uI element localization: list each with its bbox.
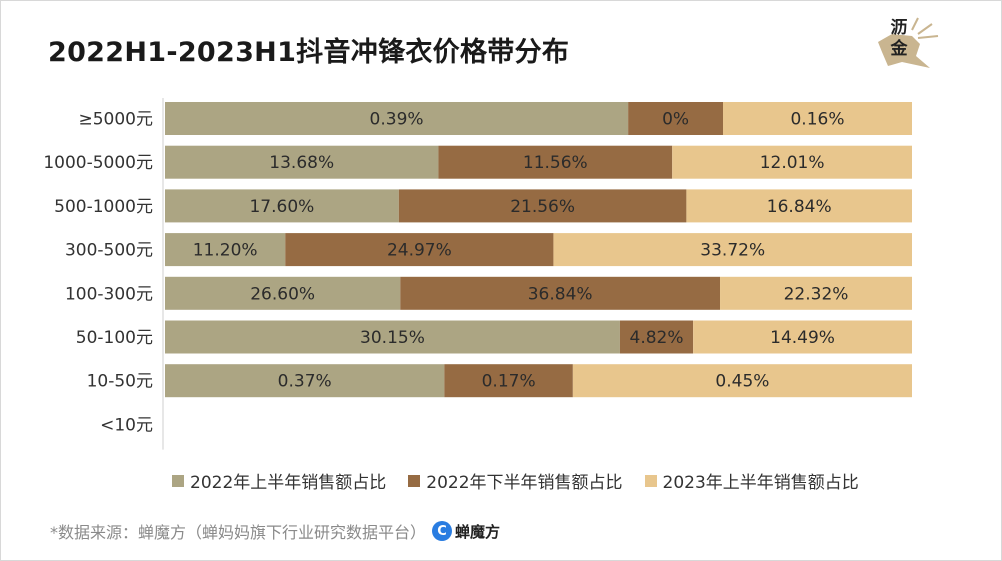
bar-segment-series-1 [400, 276, 721, 310]
data-label: 4.82% [630, 328, 684, 348]
bar-segment-series-2 [572, 364, 912, 398]
data-label: 17.60% [249, 197, 314, 217]
legend-item-2023h1: 2023年上半年销售额占比 [644, 468, 859, 493]
legend-swatch-2022h2 [408, 474, 421, 487]
bar-segment-series-0 [165, 364, 445, 398]
y-tick-label: 1000-5000元 [43, 153, 153, 173]
bar-segment-series-1 [628, 102, 724, 135]
data-label: 14.49% [770, 328, 835, 348]
data-label: 0.37% [278, 372, 332, 392]
legend-label-2022h1: 2022年上半年销售额占比 [190, 473, 387, 493]
source-note: *数据来源：蝉魔方（蝉妈妈旗下行业研究数据平台） [50, 523, 427, 542]
legend-label-2023h1: 2023年上半年销售额占比 [662, 473, 859, 493]
y-tick-label: ≥5000元 [78, 110, 153, 130]
data-label: 0.45% [715, 372, 769, 392]
bar-segment-series-1 [398, 189, 687, 223]
y-tick-label: 100-300元 [65, 284, 153, 304]
data-label: 0% [662, 110, 689, 130]
bar-segment-series-0 [165, 145, 439, 179]
bar-segment-series-2 [720, 276, 912, 310]
brand: C 蝉魔方 [432, 521, 500, 542]
bar-segment-series-0 [165, 189, 399, 223]
data-label: 16.84% [767, 197, 832, 217]
data-label: 33.72% [700, 241, 765, 261]
legend-label-2022h2: 2022年下半年销售额占比 [426, 473, 623, 493]
data-label: 12.01% [760, 153, 825, 173]
y-tick-label: 300-500元 [65, 241, 153, 261]
y-tick-label: <10元 [100, 415, 153, 435]
data-label: 26.60% [250, 284, 315, 304]
bar-segment-series-0 [165, 320, 620, 354]
legend-swatch-2022h1 [172, 474, 184, 487]
bar-segment-series-1 [285, 233, 554, 267]
bar-segment-series-1 [444, 364, 573, 398]
bar-segment-series-2 [672, 145, 912, 179]
legend-item-2022h1: 2022年上半年销售额占比 [172, 468, 386, 493]
logo-burst-icon [878, 17, 939, 68]
footer: *数据来源：蝉魔方（蝉妈妈旗下行业研究数据平台） C 蝉魔方 [50, 519, 500, 543]
data-label: 24.97% [387, 241, 452, 261]
bar-segment-series-1 [619, 320, 694, 354]
bar-segment-series-2 [553, 233, 912, 267]
logo-char-2: 金 [890, 39, 908, 59]
data-label: 30.15% [360, 328, 425, 348]
logo-char-1: 沥 [890, 18, 908, 38]
data-label: 11.20% [193, 241, 258, 261]
data-label: 22.32% [784, 284, 849, 304]
legend-swatch-2023h1 [644, 474, 657, 487]
legend-item-2022h2: 2022年下半年销售额占比 [408, 468, 623, 493]
chart-title: 2022H1-2023H1抖音冲锋衣价格带分布 [48, 37, 570, 68]
bar-segment-series-0 [165, 102, 629, 135]
bar-segment-series-2 [686, 189, 912, 223]
y-tick-label: 10-50元 [87, 372, 153, 392]
bar-segment-series-2 [723, 102, 912, 135]
data-label: 36.84% [528, 284, 593, 304]
legend: 2022年上半年销售额占比 2022年下半年销售额占比 2023年上半年销售额占… [172, 468, 881, 493]
bar-segment-series-2 [693, 320, 912, 354]
bar-segment-series-1 [438, 145, 673, 179]
logo-text: 沥 金 [888, 18, 910, 60]
data-label: 0.16% [790, 110, 844, 130]
bar-segment-series-0 [165, 233, 286, 267]
bar-segment-series-0 [165, 276, 401, 310]
y-tick-label: 500-1000元 [54, 197, 153, 217]
data-label: 13.68% [269, 153, 334, 173]
data-label: 0.39% [370, 110, 424, 130]
data-label: 21.56% [510, 197, 575, 217]
y-tick-label: 50-100元 [76, 328, 153, 348]
data-label: 11.56% [523, 153, 588, 173]
brand-logo-icon: C [432, 521, 453, 541]
brand-name: 蝉魔方 [455, 522, 501, 541]
data-label: 0.17% [482, 372, 536, 392]
